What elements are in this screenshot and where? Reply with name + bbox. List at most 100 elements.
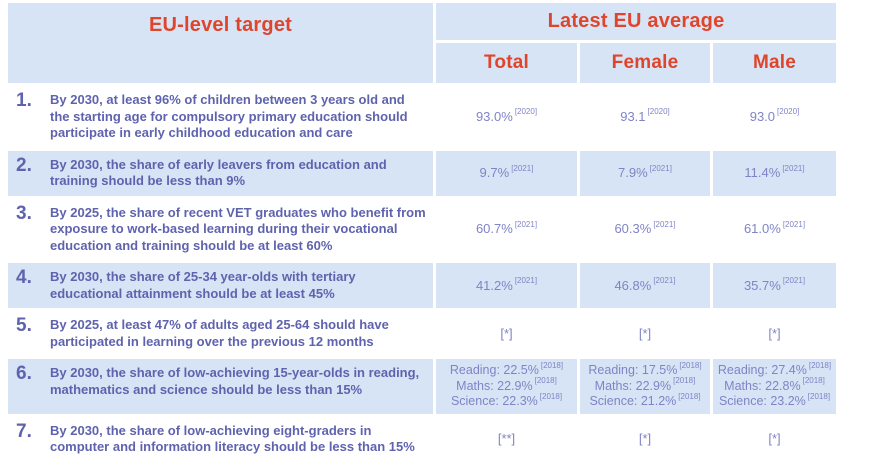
table-row: 3. By 2025, the share of recent VET grad… <box>8 198 836 260</box>
target-cell: 1. By 2030, at least 96% of children bet… <box>8 86 433 148</box>
value-line: Science: 22.3% [2018] <box>450 391 563 410</box>
value-text: Science: 22.3% <box>450 394 538 408</box>
cell-female: [*] <box>580 311 710 356</box>
value-text: 93.1 <box>620 108 646 124</box>
value-text: Science: 21.2% <box>589 394 677 408</box>
cell-total: [*] <box>436 311 577 356</box>
value-line: Science: 23.2% [2018] <box>718 391 831 410</box>
column-header-total-label: Total <box>484 52 529 73</box>
cell-male: [*] <box>713 416 836 462</box>
row-number: 6. <box>16 363 32 384</box>
value-text: 7.9% <box>618 165 648 180</box>
target-cell: 2. By 2030, the share of early leavers f… <box>8 150 433 196</box>
target-cell: 5. By 2025, at least 47% of adults aged … <box>8 311 433 356</box>
value-line: [*] <box>639 326 651 342</box>
value-text: 93.0 <box>749 108 776 124</box>
target-text: By 2025, the share of recent VET graduat… <box>50 204 426 253</box>
value-line: [*] <box>768 326 780 342</box>
cell-female: 60.3% [2021] <box>580 198 710 260</box>
value-text: [*] <box>500 325 513 341</box>
table-header: EU-level target Latest EU average Total … <box>8 3 836 83</box>
value-year-note: [2020] <box>514 107 538 117</box>
value-text: 61.0% <box>743 221 781 237</box>
value-line: [*] <box>500 326 512 342</box>
value-text: Science: 23.2% <box>718 394 806 408</box>
header-eu-level-target-label: EU-level target <box>148 14 293 36</box>
target-text: By 2030, at least 96% of children betwee… <box>50 92 408 140</box>
value-line: 93.0% [2020] <box>476 107 538 125</box>
value-line: 11.4% [2021] <box>744 163 805 181</box>
value-year-note: [2020] <box>647 107 670 117</box>
value-year-note: [2020] <box>777 107 800 117</box>
value-text: Reading: 27.4% <box>717 363 807 377</box>
cell-total: [**] <box>436 416 577 462</box>
value-line: Maths: 22.9% [2018] <box>594 377 696 395</box>
value-year-note: [2018] <box>534 376 557 386</box>
row-number: 4. <box>16 267 32 288</box>
column-header-male: Male <box>713 43 836 83</box>
cell-total: 93.0% [2020] <box>436 86 577 148</box>
value-text: [*] <box>768 325 781 341</box>
table-row: 5. By 2025, at least 47% of adults aged … <box>8 311 836 356</box>
target-cell: 7. By 2030, the share of low-achieving e… <box>8 416 433 462</box>
value-year-note: [2018] <box>679 360 702 370</box>
value-line: Maths: 22.9% [2018] <box>456 376 557 395</box>
cell-total: 9.7% [2021] <box>436 150 577 196</box>
value-text: 60.3% <box>614 221 652 237</box>
target-text: By 2025, at least 47% of adults aged 25-… <box>50 317 389 349</box>
value-year-note: [2021] <box>653 276 676 286</box>
value-year-note: [2021] <box>649 163 672 173</box>
value-line: 60.7% [2021] <box>475 219 538 237</box>
value-text: 35.7% <box>743 277 781 293</box>
value-line: 35.7% [2021] <box>743 277 805 294</box>
cell-female: 93.1 [2020] <box>580 86 710 148</box>
value-line: 93.0 [2020] <box>749 107 800 125</box>
value-year-note: [2018] <box>539 391 563 401</box>
value-text: [*] <box>638 325 652 341</box>
table-row: 1. By 2030, at least 96% of children bet… <box>8 86 836 148</box>
value-text: Reading: 17.5% <box>588 363 678 377</box>
value-line: Reading: 27.4% [2018] <box>717 361 831 379</box>
row-number: 5. <box>16 315 32 336</box>
value-line: Maths: 22.8% [2018] <box>724 377 825 395</box>
value-year-note: [2021] <box>782 163 805 173</box>
value-line: 46.8% [2021] <box>614 276 676 294</box>
value-text: 60.7% <box>475 221 513 237</box>
row-number: 7. <box>16 420 32 442</box>
target-text: By 2030, the share of low-achieving eigh… <box>50 422 415 455</box>
value-text: 46.8% <box>614 277 652 293</box>
value-line: Science: 21.2% [2018] <box>589 391 701 410</box>
value-line: 7.9% [2021] <box>618 163 672 181</box>
target-cell: 6. By 2030, the share of low-achieving 1… <box>8 359 433 414</box>
cell-female: 46.8% [2021] <box>580 263 710 308</box>
target-text: By 2030, the share of early leavers from… <box>50 156 387 189</box>
table-row: 2. By 2030, the share of early leavers f… <box>8 150 836 196</box>
row-number: 3. <box>16 202 32 224</box>
value-line: [**] <box>498 431 515 447</box>
table-body: 1. By 2030, at least 96% of children bet… <box>8 86 836 462</box>
value-text: [*] <box>638 431 652 446</box>
value-year-note: [2021] <box>514 219 538 229</box>
cell-total: Reading: 22.5% [2018] Maths: 22.9% [2018] Sc… <box>436 359 577 414</box>
value-year-note: [2021] <box>653 219 676 229</box>
value-year-note: [2018] <box>807 391 831 401</box>
cell-female: 7.9% [2021] <box>580 150 710 196</box>
header-latest-eu-average-label: Latest EU average <box>547 10 725 32</box>
value-year-note: [2021] <box>782 219 806 229</box>
eu-targets-table: EU-level target Latest EU average Total … <box>8 3 836 462</box>
column-header-male-label: Male <box>752 52 797 73</box>
table-row: 7. By 2030, the share of low-achieving e… <box>8 416 836 462</box>
value-text: [*] <box>768 431 781 446</box>
table-row: 4. By 2030, the share of 25-34 year-olds… <box>8 263 836 308</box>
value-text: 41.2% <box>475 277 513 293</box>
value-year-note: [2018] <box>678 391 701 401</box>
value-text: Maths: 22.9% <box>456 378 533 393</box>
cell-total: 41.2% [2021] <box>436 263 577 308</box>
cell-female: [*] <box>580 416 710 462</box>
value-line: 61.0% [2021] <box>743 219 806 237</box>
row-number: 2. <box>16 154 32 176</box>
value-text: Maths: 22.9% <box>594 378 672 393</box>
cell-total: 60.7% [2021] <box>436 198 577 260</box>
cell-male: 61.0% [2021] <box>713 198 836 260</box>
header-eu-level-target: EU-level target <box>8 3 433 83</box>
